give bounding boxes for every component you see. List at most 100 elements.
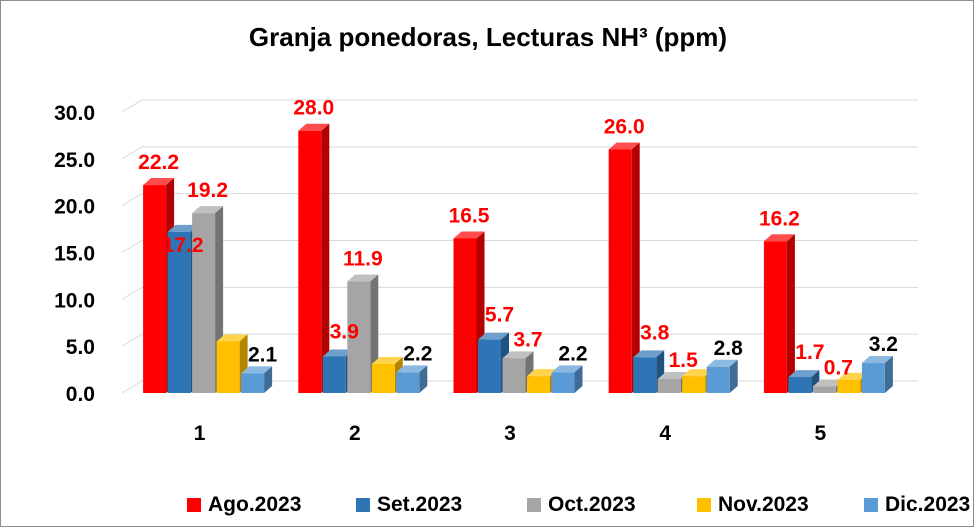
data-label: 2.1 <box>248 343 278 366</box>
gridline <box>121 146 918 160</box>
bar-top <box>143 178 175 186</box>
data-label: 2.2 <box>403 342 432 365</box>
bar-top <box>216 334 248 342</box>
y-tick-label: 30.0 <box>54 102 95 125</box>
bar-side <box>729 359 738 393</box>
bar-top <box>322 349 354 357</box>
data-label: 1.5 <box>669 349 699 372</box>
bar-top <box>502 351 534 359</box>
bar <box>608 149 632 393</box>
legend-swatch <box>864 498 878 512</box>
data-label: 3.2 <box>869 333 898 356</box>
legend-swatch <box>187 498 201 512</box>
bar <box>551 372 575 393</box>
chart-legend: Ago.2023 Set.2023 Oct.2023 Nov.2023 Dic.2023 <box>0 493 976 523</box>
bar <box>657 378 681 393</box>
bar-top <box>812 379 844 387</box>
data-label: 19.2 <box>187 179 228 202</box>
bar <box>396 372 420 393</box>
bar-side <box>884 356 893 393</box>
bar <box>788 377 812 393</box>
y-tick-label: 15.0 <box>54 243 95 266</box>
bar-top <box>347 274 379 282</box>
bar-top <box>682 369 714 377</box>
bar-top <box>551 365 583 373</box>
data-label: 16.2 <box>759 207 800 230</box>
data-label: 11.9 <box>343 248 383 271</box>
legend-item: Nov.2023 <box>697 493 809 517</box>
bar <box>167 231 191 393</box>
bar <box>861 363 885 393</box>
data-label: 28.0 <box>293 97 334 120</box>
bar <box>502 358 526 393</box>
bar <box>347 281 371 393</box>
bar <box>706 366 730 393</box>
legend-item: Ago.2023 <box>187 493 301 517</box>
bar-top <box>763 234 795 242</box>
bar <box>453 238 477 393</box>
bar-side <box>264 366 273 393</box>
data-label: 5.7 <box>485 304 514 327</box>
y-tick-label: 5.0 <box>66 336 95 359</box>
bar-top <box>453 231 485 239</box>
bar-top <box>706 359 738 367</box>
x-tick-label: 1 <box>194 422 206 445</box>
bar-top <box>167 224 199 232</box>
bar-top <box>478 332 509 340</box>
bar <box>527 376 550 393</box>
bar-top <box>633 350 665 358</box>
bar <box>322 356 346 393</box>
legend-item: Oct.2023 <box>527 493 636 517</box>
data-label: 3.9 <box>330 320 359 343</box>
bar <box>763 241 787 393</box>
bar-top <box>788 370 820 378</box>
data-label: 16.5 <box>449 204 490 227</box>
bar <box>216 341 240 393</box>
bar-top <box>192 206 224 214</box>
x-tick-label: 4 <box>659 422 671 445</box>
data-label: 26.0 <box>604 115 645 138</box>
bar-top <box>861 356 893 364</box>
bar-top <box>241 366 273 374</box>
bar-side <box>631 142 640 393</box>
bar <box>298 130 322 393</box>
legend-label: Dic.2023 <box>885 493 971 516</box>
bar-side <box>321 123 330 393</box>
gridline <box>121 99 918 113</box>
legend-label: Nov.2023 <box>718 493 809 516</box>
bar <box>812 386 836 393</box>
legend-swatch <box>697 498 711 512</box>
legend-item: Dic.2023 <box>864 493 970 517</box>
bar-top <box>608 142 640 150</box>
y-tick-label: 0.0 <box>66 383 95 406</box>
gridline <box>121 333 918 347</box>
y-tick-label: 20.0 <box>54 196 95 219</box>
bar <box>837 379 861 393</box>
bar-top <box>837 372 869 380</box>
legend-label: Set.2023 <box>377 493 463 516</box>
bar <box>478 339 501 393</box>
legend-label: Ago.2023 <box>208 493 302 516</box>
y-tick-label: 25.0 <box>54 149 95 172</box>
x-tick-label: 2 <box>349 422 361 445</box>
data-label: 3.7 <box>513 328 542 351</box>
bar-side <box>786 234 795 393</box>
data-label: 2.2 <box>558 342 587 365</box>
legend-label: Oct.2023 <box>548 493 636 516</box>
gridline <box>121 193 918 207</box>
gridline <box>121 286 918 300</box>
bar <box>682 376 706 393</box>
data-label: 17.2 <box>163 234 204 257</box>
x-tick-label: 5 <box>815 422 827 445</box>
data-label: 1.7 <box>795 341 824 364</box>
gridline <box>121 240 918 253</box>
bar <box>143 185 167 393</box>
bar <box>241 373 265 393</box>
bar-top <box>371 356 403 364</box>
legend-swatch <box>356 498 370 512</box>
data-label: 3.8 <box>640 321 670 344</box>
legend-swatch <box>527 498 541 512</box>
data-label: 22.2 <box>138 151 179 174</box>
